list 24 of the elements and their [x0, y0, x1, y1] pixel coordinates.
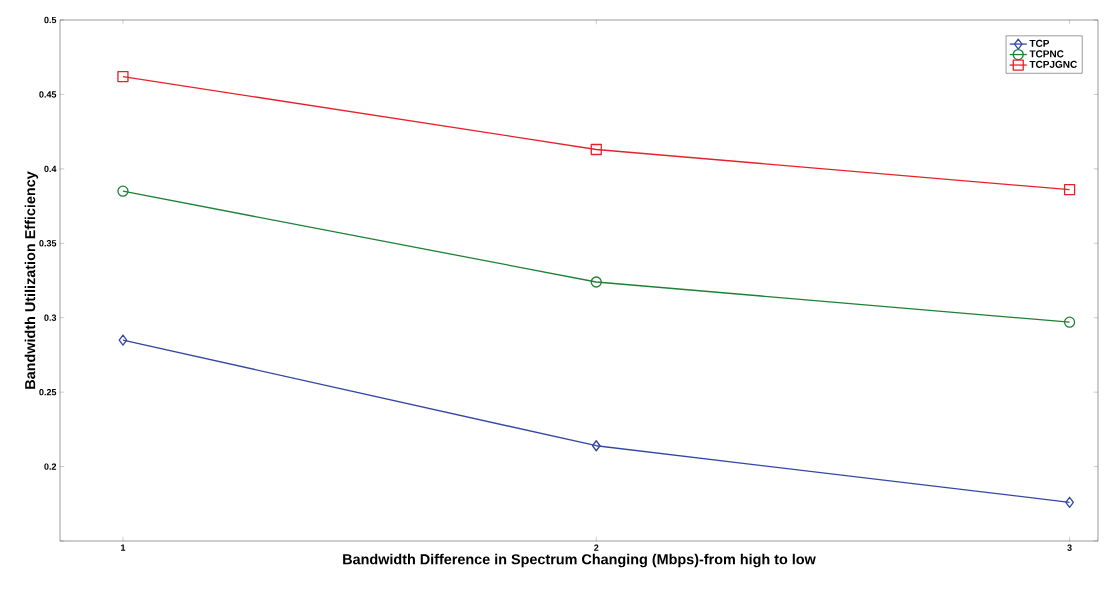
y-tick-label: 0.25	[39, 388, 57, 396]
legend-label: TCP	[1029, 39, 1050, 47]
point	[591, 440, 601, 452]
y-tick-label: 0.3	[44, 314, 57, 321]
legend-label: TCPNC	[1029, 50, 1064, 58]
point	[1063, 184, 1076, 196]
legend-label: TCPJGNC	[1029, 60, 1077, 68]
x-tick-label: 2	[594, 544, 599, 551]
y-axis-title: Bandwidth Utilization Efficiency	[24, 171, 39, 389]
point	[590, 276, 602, 288]
y-tick-label: 0.5	[44, 16, 57, 24]
y-tick-label: 0.45	[39, 91, 57, 98]
point	[117, 70, 129, 83]
x-tick-label: 1	[121, 544, 126, 551]
y-tick-label: 0.2	[44, 463, 57, 470]
x-tick-label: 3	[1067, 544, 1072, 551]
y-tick-label: 0.4	[44, 165, 57, 173]
y-tick-label: 0.35	[39, 240, 57, 247]
point	[590, 143, 602, 156]
point	[1065, 496, 1074, 508]
x-axis-title: Bandwidth Difference in Spectrum Changing (Mbps)-from high to low	[343, 553, 816, 568]
point	[117, 185, 129, 197]
point	[118, 334, 128, 346]
point	[1063, 316, 1076, 328]
